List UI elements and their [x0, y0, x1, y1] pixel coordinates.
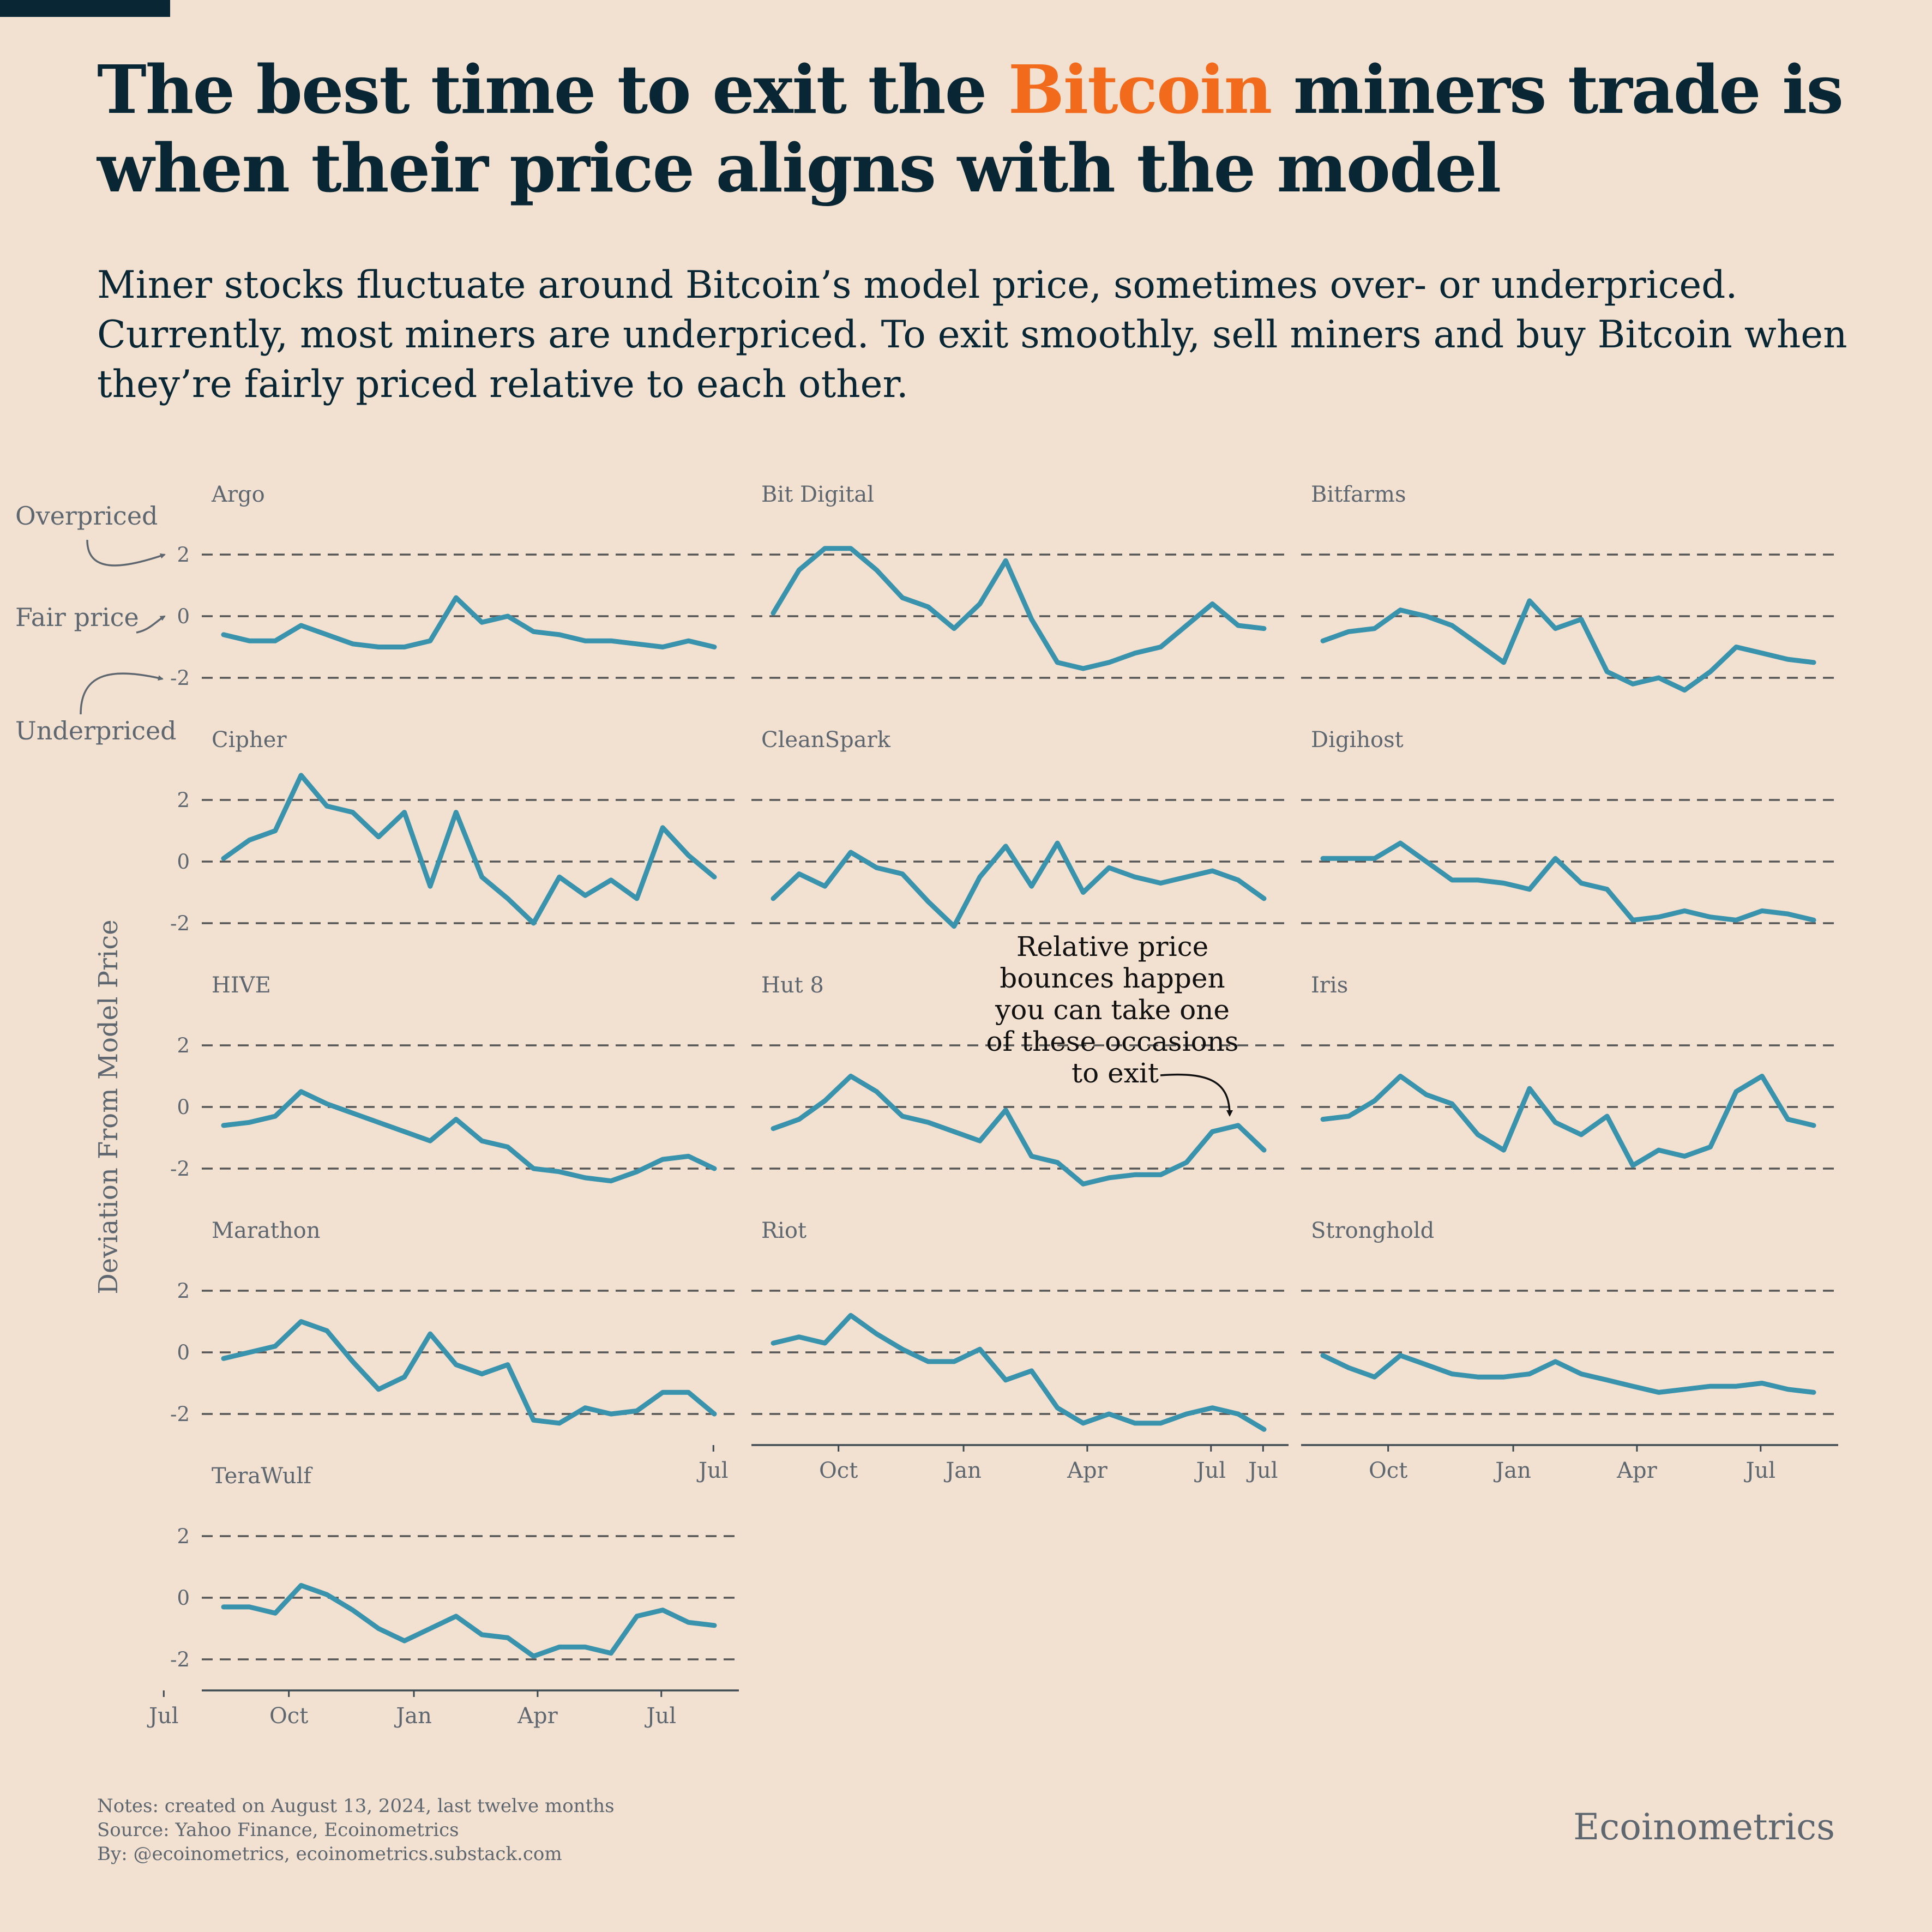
y-tick-label: -2 [170, 1648, 190, 1671]
y-tick-label: 0 [177, 605, 190, 628]
series-line [771, 1074, 1267, 1187]
callout-text-line: bounces happen [1000, 962, 1225, 994]
footer-source-line: Source: Yahoo Finance, Ecoinometrics [97, 1819, 459, 1841]
x-tick-label: Oct [1369, 1458, 1407, 1483]
x-tick-label: Jan [1493, 1458, 1531, 1483]
series-line [221, 595, 717, 649]
panel-terawulf: TeraWulf 2 0 -2 Jul Oct Jan Apr Jul [147, 1464, 739, 1729]
x-tick-label: Jul [1194, 1458, 1226, 1483]
series-line [771, 546, 1267, 671]
x-tick-label: Jan [943, 1458, 982, 1483]
footer-notes: Notes: created on August 13, 2024, last … [97, 1794, 615, 1866]
panel-title: Riot [761, 1218, 806, 1243]
y-tick-label: -2 [170, 1157, 190, 1181]
panel-title: Digihost [1311, 727, 1404, 753]
panel-marathon: Marathon 2 0 -2 [170, 1218, 739, 1426]
fair-price-arrow [136, 615, 166, 634]
panel-title: Argo [211, 482, 265, 507]
series-line [1320, 1353, 1816, 1395]
corner-accent-bar [0, 0, 170, 17]
panel-argo: Argo 2 0 -2 [170, 482, 739, 690]
overpriced-annotation: Overpriced [15, 501, 158, 531]
x-tick-label: Apr [1067, 1458, 1108, 1483]
x-tick-label: Apr [1616, 1458, 1657, 1483]
x-tick-label: Apr [517, 1704, 558, 1729]
series-line [771, 840, 1267, 929]
brand-logo-text: Ecoinometrics [1573, 1806, 1835, 1848]
y-tick-label: -2 [170, 1403, 190, 1426]
series-line [221, 1089, 717, 1184]
panel-hive: HIVE 2 0 -2 [170, 973, 739, 1184]
y-tick-label: 2 [177, 1525, 190, 1548]
series-line [221, 773, 717, 926]
callout-text-line: to exit [1072, 1057, 1159, 1089]
x-tick-label: Oct [269, 1704, 308, 1729]
x-tick-label: Oct [819, 1458, 858, 1483]
panel-cipher: Cipher 2 0 -2 [170, 727, 739, 935]
y-tick-label: 0 [177, 850, 190, 874]
panel-hut-8: Hut 8 [751, 973, 1289, 1187]
panel-title: TeraWulf [212, 1464, 313, 1489]
x-tick-label: Jul [696, 1458, 729, 1483]
panel-cleanspark: CleanSpark [751, 727, 1289, 929]
x-tick-label: Jul [644, 1704, 676, 1729]
y-tick-label: 2 [177, 1034, 190, 1057]
panel-stronghold: Stronghold Jul Oct Jan Apr Jul [1246, 1218, 1838, 1483]
underpriced-annotation: Underpriced [15, 716, 177, 745]
callout-arrow [1160, 1073, 1233, 1117]
title-before: The best time to exit the [97, 50, 1008, 129]
y-tick-label: 2 [177, 543, 190, 567]
footer-notes-line: Notes: created on August 13, 2024, last … [97, 1795, 615, 1817]
underpriced-arrow [80, 672, 164, 715]
chart-title: The best time to exit the Bitcoin miners… [97, 50, 1897, 207]
panel-title: Cipher [212, 727, 287, 753]
panel-riot: Riot Jul Oct Jan Apr Jul [696, 1218, 1289, 1483]
y-tick-label: 0 [177, 1586, 190, 1610]
panel-title: Hut 8 [761, 973, 824, 998]
y-tick-label: 2 [177, 789, 190, 812]
y-axis-label: Deviation From Model Price [93, 919, 124, 1294]
y-tick-label: -2 [170, 912, 190, 935]
x-tick-label: Jul [1246, 1458, 1278, 1483]
callout-text-line: Relative price [1016, 931, 1208, 962]
series-line [221, 1582, 717, 1659]
chart-subtitle: Miner stocks fluctuate around Bitcoin’s … [97, 263, 1847, 406]
panel-bitfarms: Bitfarms [1301, 482, 1838, 693]
panel-title: HIVE [212, 973, 271, 998]
footer-byline: By: @ecoinometrics, ecoinometrics.substa… [97, 1843, 562, 1865]
series-line [221, 1319, 717, 1426]
y-tick-label: 2 [177, 1279, 190, 1303]
x-tick-label: Jul [147, 1704, 179, 1729]
series-line [1320, 598, 1816, 693]
panel-title: Bitfarms [1311, 482, 1406, 507]
callout-text-line: you can take one [995, 994, 1230, 1026]
overpriced-arrow [86, 539, 166, 567]
x-tick-label: Jan [394, 1704, 432, 1729]
title-highlight: Bitcoin [1008, 50, 1273, 129]
callout-text-line: of these occasions [986, 1026, 1238, 1057]
panel-title: Bit Digital [761, 482, 874, 507]
panel-iris: Iris [1301, 973, 1838, 1170]
fair-price-annotation: Fair price [15, 603, 139, 632]
panel-title: Iris [1311, 973, 1348, 998]
y-tick-label: 0 [177, 1096, 190, 1119]
x-tick-label: Jul [1743, 1458, 1775, 1483]
series-line [1320, 840, 1816, 923]
panel-digihost: Digihost [1301, 727, 1838, 924]
title-after: miners trade is when their price aligns … [97, 50, 1844, 207]
y-tick-label: 0 [177, 1341, 190, 1364]
panel-bit-digital: Bit Digital [751, 482, 1289, 679]
panel-title: Stronghold [1311, 1218, 1434, 1243]
panel-title: CleanSpark [761, 727, 891, 753]
panel-title: Marathon [212, 1218, 320, 1243]
series-line [771, 1313, 1267, 1432]
series-line [1320, 1074, 1816, 1168]
y-tick-label: -2 [170, 666, 190, 690]
